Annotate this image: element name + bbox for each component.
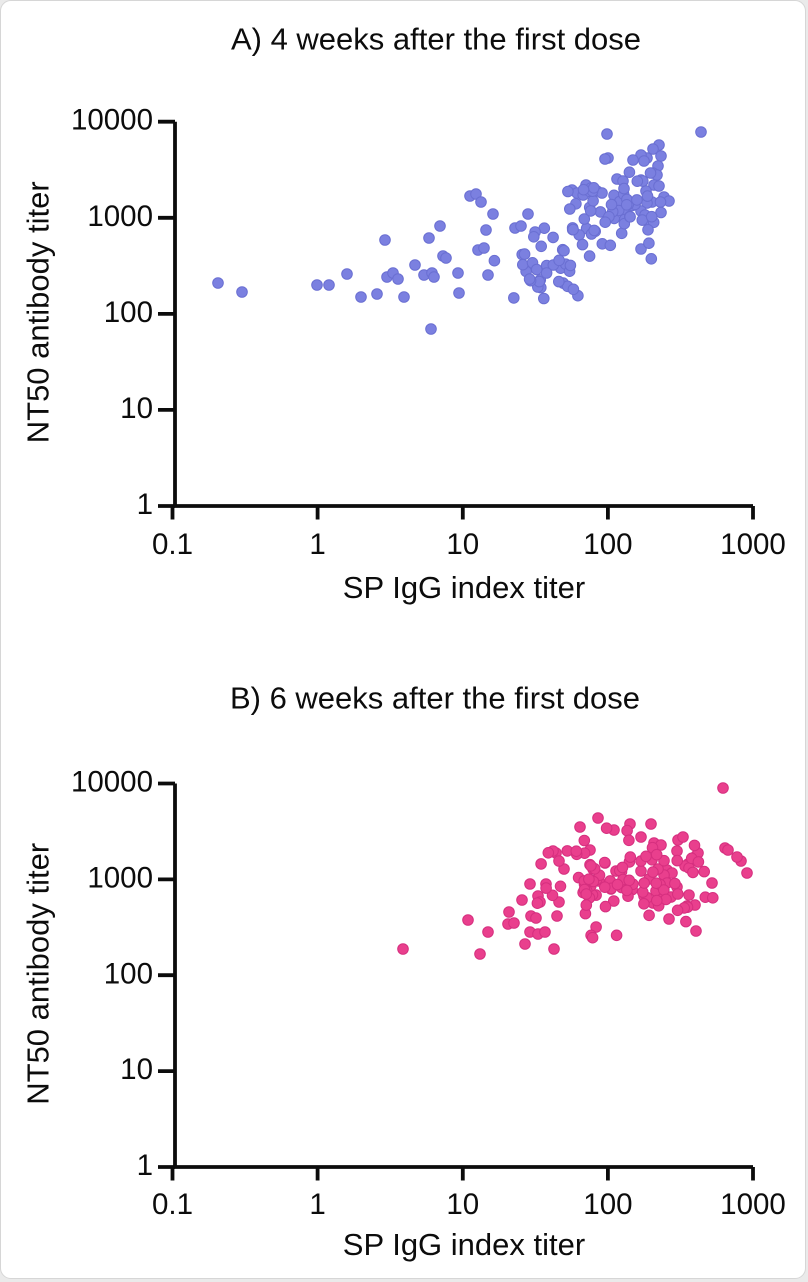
svg-text:0.1: 0.1 xyxy=(152,528,193,561)
svg-text:1000: 1000 xyxy=(87,861,153,894)
svg-text:1000: 1000 xyxy=(87,200,153,233)
svg-text:10: 10 xyxy=(446,1188,479,1221)
svg-text:A) 4 weeks after the first dos: A) 4 weeks after the first dose xyxy=(231,22,641,57)
svg-text:B) 6 weeks after the first dos: B) 6 weeks after the first dose xyxy=(230,681,640,716)
svg-text:1: 1 xyxy=(137,1149,153,1182)
svg-text:1000: 1000 xyxy=(720,1188,786,1221)
svg-text:100: 100 xyxy=(104,296,153,329)
svg-text:1000: 1000 xyxy=(720,528,786,561)
svg-text:10000: 10000 xyxy=(71,104,153,137)
svg-text:NT50 antibody titer: NT50 antibody titer xyxy=(21,843,56,1105)
svg-text:1: 1 xyxy=(309,528,325,561)
svg-text:100: 100 xyxy=(104,957,153,990)
svg-text:SP IgG index titer: SP IgG index titer xyxy=(343,570,585,605)
svg-text:100: 100 xyxy=(583,1188,632,1221)
svg-text:1: 1 xyxy=(137,488,153,521)
svg-text:100: 100 xyxy=(583,528,632,561)
svg-text:0.1: 0.1 xyxy=(152,1188,193,1221)
svg-text:NT50 antibody titer: NT50 antibody titer xyxy=(21,181,56,443)
svg-text:1: 1 xyxy=(309,1188,325,1221)
svg-text:10: 10 xyxy=(120,1053,153,1086)
svg-text:10: 10 xyxy=(120,392,153,425)
svg-text:10000: 10000 xyxy=(71,766,153,799)
svg-text:10: 10 xyxy=(446,528,479,561)
svg-text:SP IgG index titer: SP IgG index titer xyxy=(343,1227,585,1262)
